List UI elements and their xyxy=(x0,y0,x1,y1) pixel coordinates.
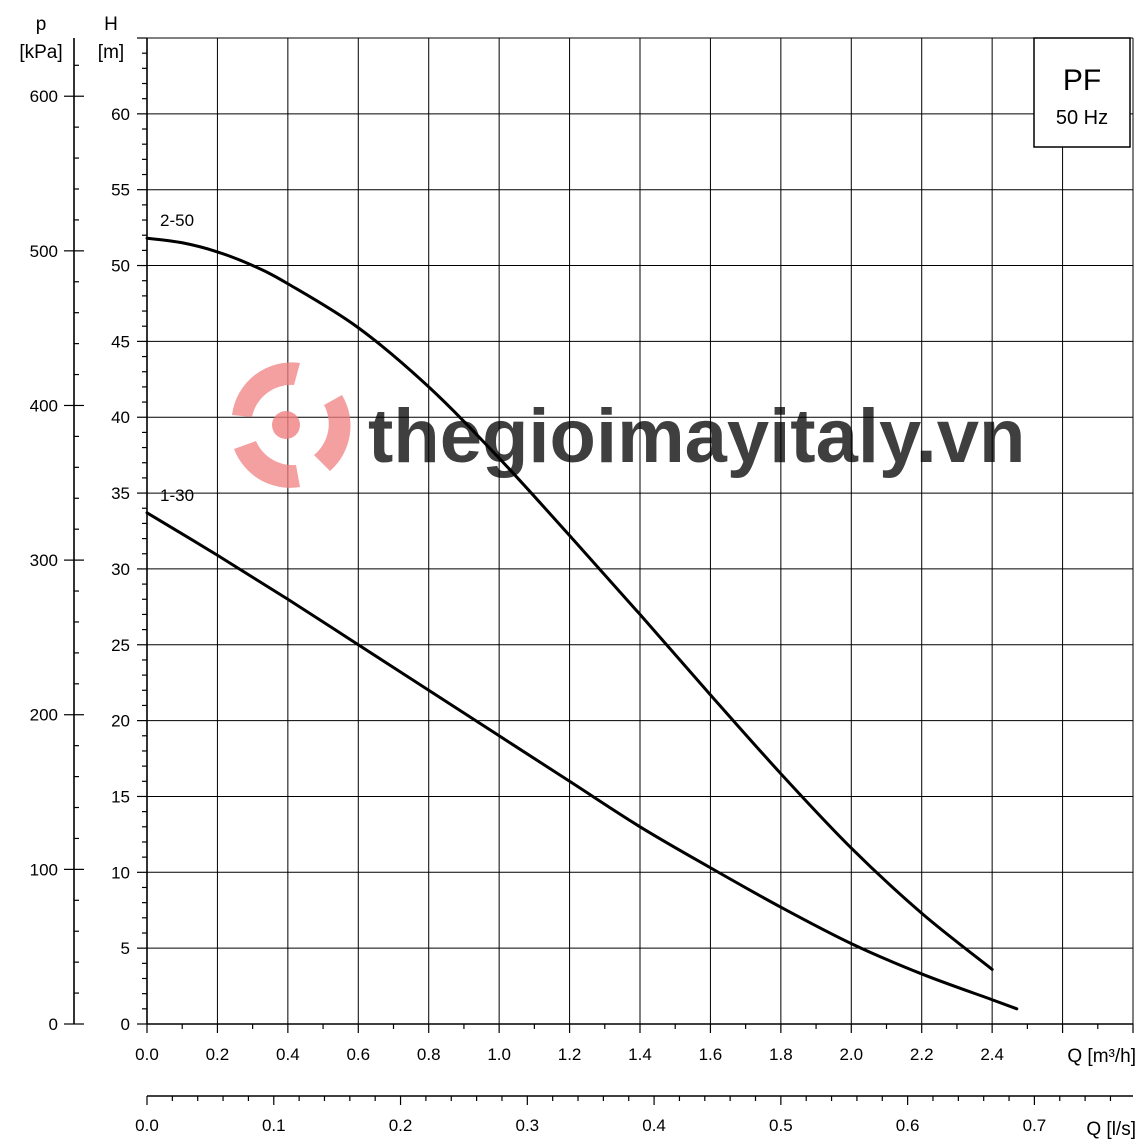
grid xyxy=(146,37,1134,1025)
labels: 0510152025303540455055600100200300400500… xyxy=(30,87,1047,1135)
x2-tick-label: 0.7 xyxy=(1023,1116,1047,1135)
x-tick-label: 0.2 xyxy=(206,1045,230,1064)
axes xyxy=(64,37,1134,1105)
curve-2-50 xyxy=(145,236,994,971)
series-label: 2-50 xyxy=(160,211,194,230)
x2-axis-label: Q [l/s] xyxy=(1086,1119,1136,1140)
h-tick-label: 45 xyxy=(111,332,130,351)
x-axis-label: Q [m³/h] xyxy=(1067,1046,1136,1067)
watermark: thegioimayitaly.vn xyxy=(232,362,1025,488)
x-tick-label: 1.0 xyxy=(487,1045,511,1064)
x2-tick-label: 0.6 xyxy=(896,1116,920,1135)
h-tick-label: 30 xyxy=(111,560,130,579)
x2-tick-label: 0.3 xyxy=(515,1116,539,1135)
h-axis-label: H xyxy=(104,14,118,35)
x-tick-label: 0.4 xyxy=(276,1045,300,1064)
x-tick-label: 0.6 xyxy=(346,1045,370,1064)
x2-tick-label: 0.0 xyxy=(135,1116,159,1135)
x2-tick-label: 0.1 xyxy=(262,1116,286,1135)
h-tick-label: 25 xyxy=(111,636,130,655)
p-tick-label: 400 xyxy=(30,396,58,415)
p-axis-unit: [kPa] xyxy=(19,42,62,63)
x-tick-label: 0.0 xyxy=(135,1045,159,1064)
p-tick-label: 500 xyxy=(30,242,58,261)
h-tick-label: 40 xyxy=(111,408,130,427)
p-tick-label: 200 xyxy=(30,706,58,725)
x-tick-label: 1.8 xyxy=(769,1045,793,1064)
h-tick-label: 50 xyxy=(111,257,130,276)
h-tick-label: 0 xyxy=(121,1015,130,1034)
p-tick-label: 0 xyxy=(49,1015,58,1034)
x2-tick-label: 0.2 xyxy=(389,1116,413,1135)
x-tick-label: 1.2 xyxy=(558,1045,582,1064)
badge-title: PF xyxy=(1063,64,1101,97)
x-tick-label: 2.2 xyxy=(910,1045,934,1064)
p-tick-label: 100 xyxy=(30,860,58,879)
curve-1-30 xyxy=(145,511,1019,1011)
h-tick-label: 35 xyxy=(111,484,130,503)
h-tick-label: 5 xyxy=(121,939,130,958)
p-tick-label: 600 xyxy=(30,87,58,106)
badge-subtitle: 50 Hz xyxy=(1056,107,1108,129)
x-tick-label: 2.4 xyxy=(980,1045,1004,1064)
h-tick-label: 15 xyxy=(111,787,130,806)
h-tick-label: 60 xyxy=(111,105,130,124)
h-axis-unit: [m] xyxy=(98,42,124,63)
watermark-logo-icon xyxy=(232,362,351,488)
x2-tick-label: 0.4 xyxy=(642,1116,666,1135)
h-tick-label: 20 xyxy=(111,712,130,731)
series-label: 1-30 xyxy=(160,486,194,505)
curves xyxy=(145,236,1019,1011)
badge: PF 50 Hz xyxy=(1033,37,1131,148)
x-tick-label: 2.0 xyxy=(839,1045,863,1064)
x2-tick-label: 0.5 xyxy=(769,1116,793,1135)
p-tick-label: 300 xyxy=(30,551,58,570)
h-tick-label: 55 xyxy=(111,181,130,200)
x-tick-label: 1.4 xyxy=(628,1045,652,1064)
x-tick-label: 1.6 xyxy=(699,1045,723,1064)
watermark-text: thegioimayitaly.vn xyxy=(368,394,1025,479)
h-tick-label: 10 xyxy=(111,863,130,882)
p-axis-label: p xyxy=(36,14,47,35)
x-tick-label: 0.8 xyxy=(417,1045,441,1064)
